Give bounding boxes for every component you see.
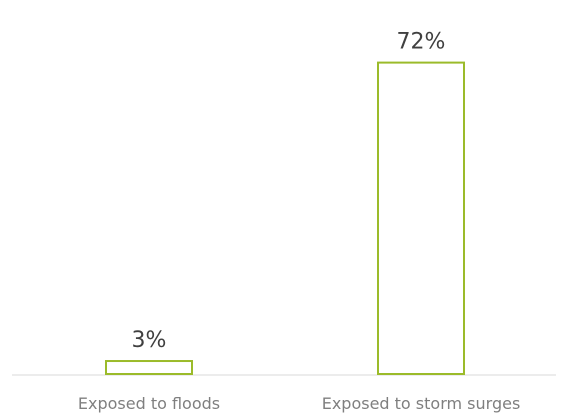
category-label-1: Exposed to storm surges bbox=[322, 394, 521, 413]
data-label-1: 72% bbox=[397, 30, 446, 55]
bars-layer bbox=[105, 61, 465, 375]
bar-0 bbox=[105, 360, 193, 375]
labels-layer: 3% Exposed to floods 72% Exposed to storm s… bbox=[78, 30, 520, 413]
bar-1 bbox=[377, 61, 465, 375]
category-label-0: Exposed to floods bbox=[78, 394, 220, 413]
data-label-0: 3% bbox=[132, 328, 167, 353]
